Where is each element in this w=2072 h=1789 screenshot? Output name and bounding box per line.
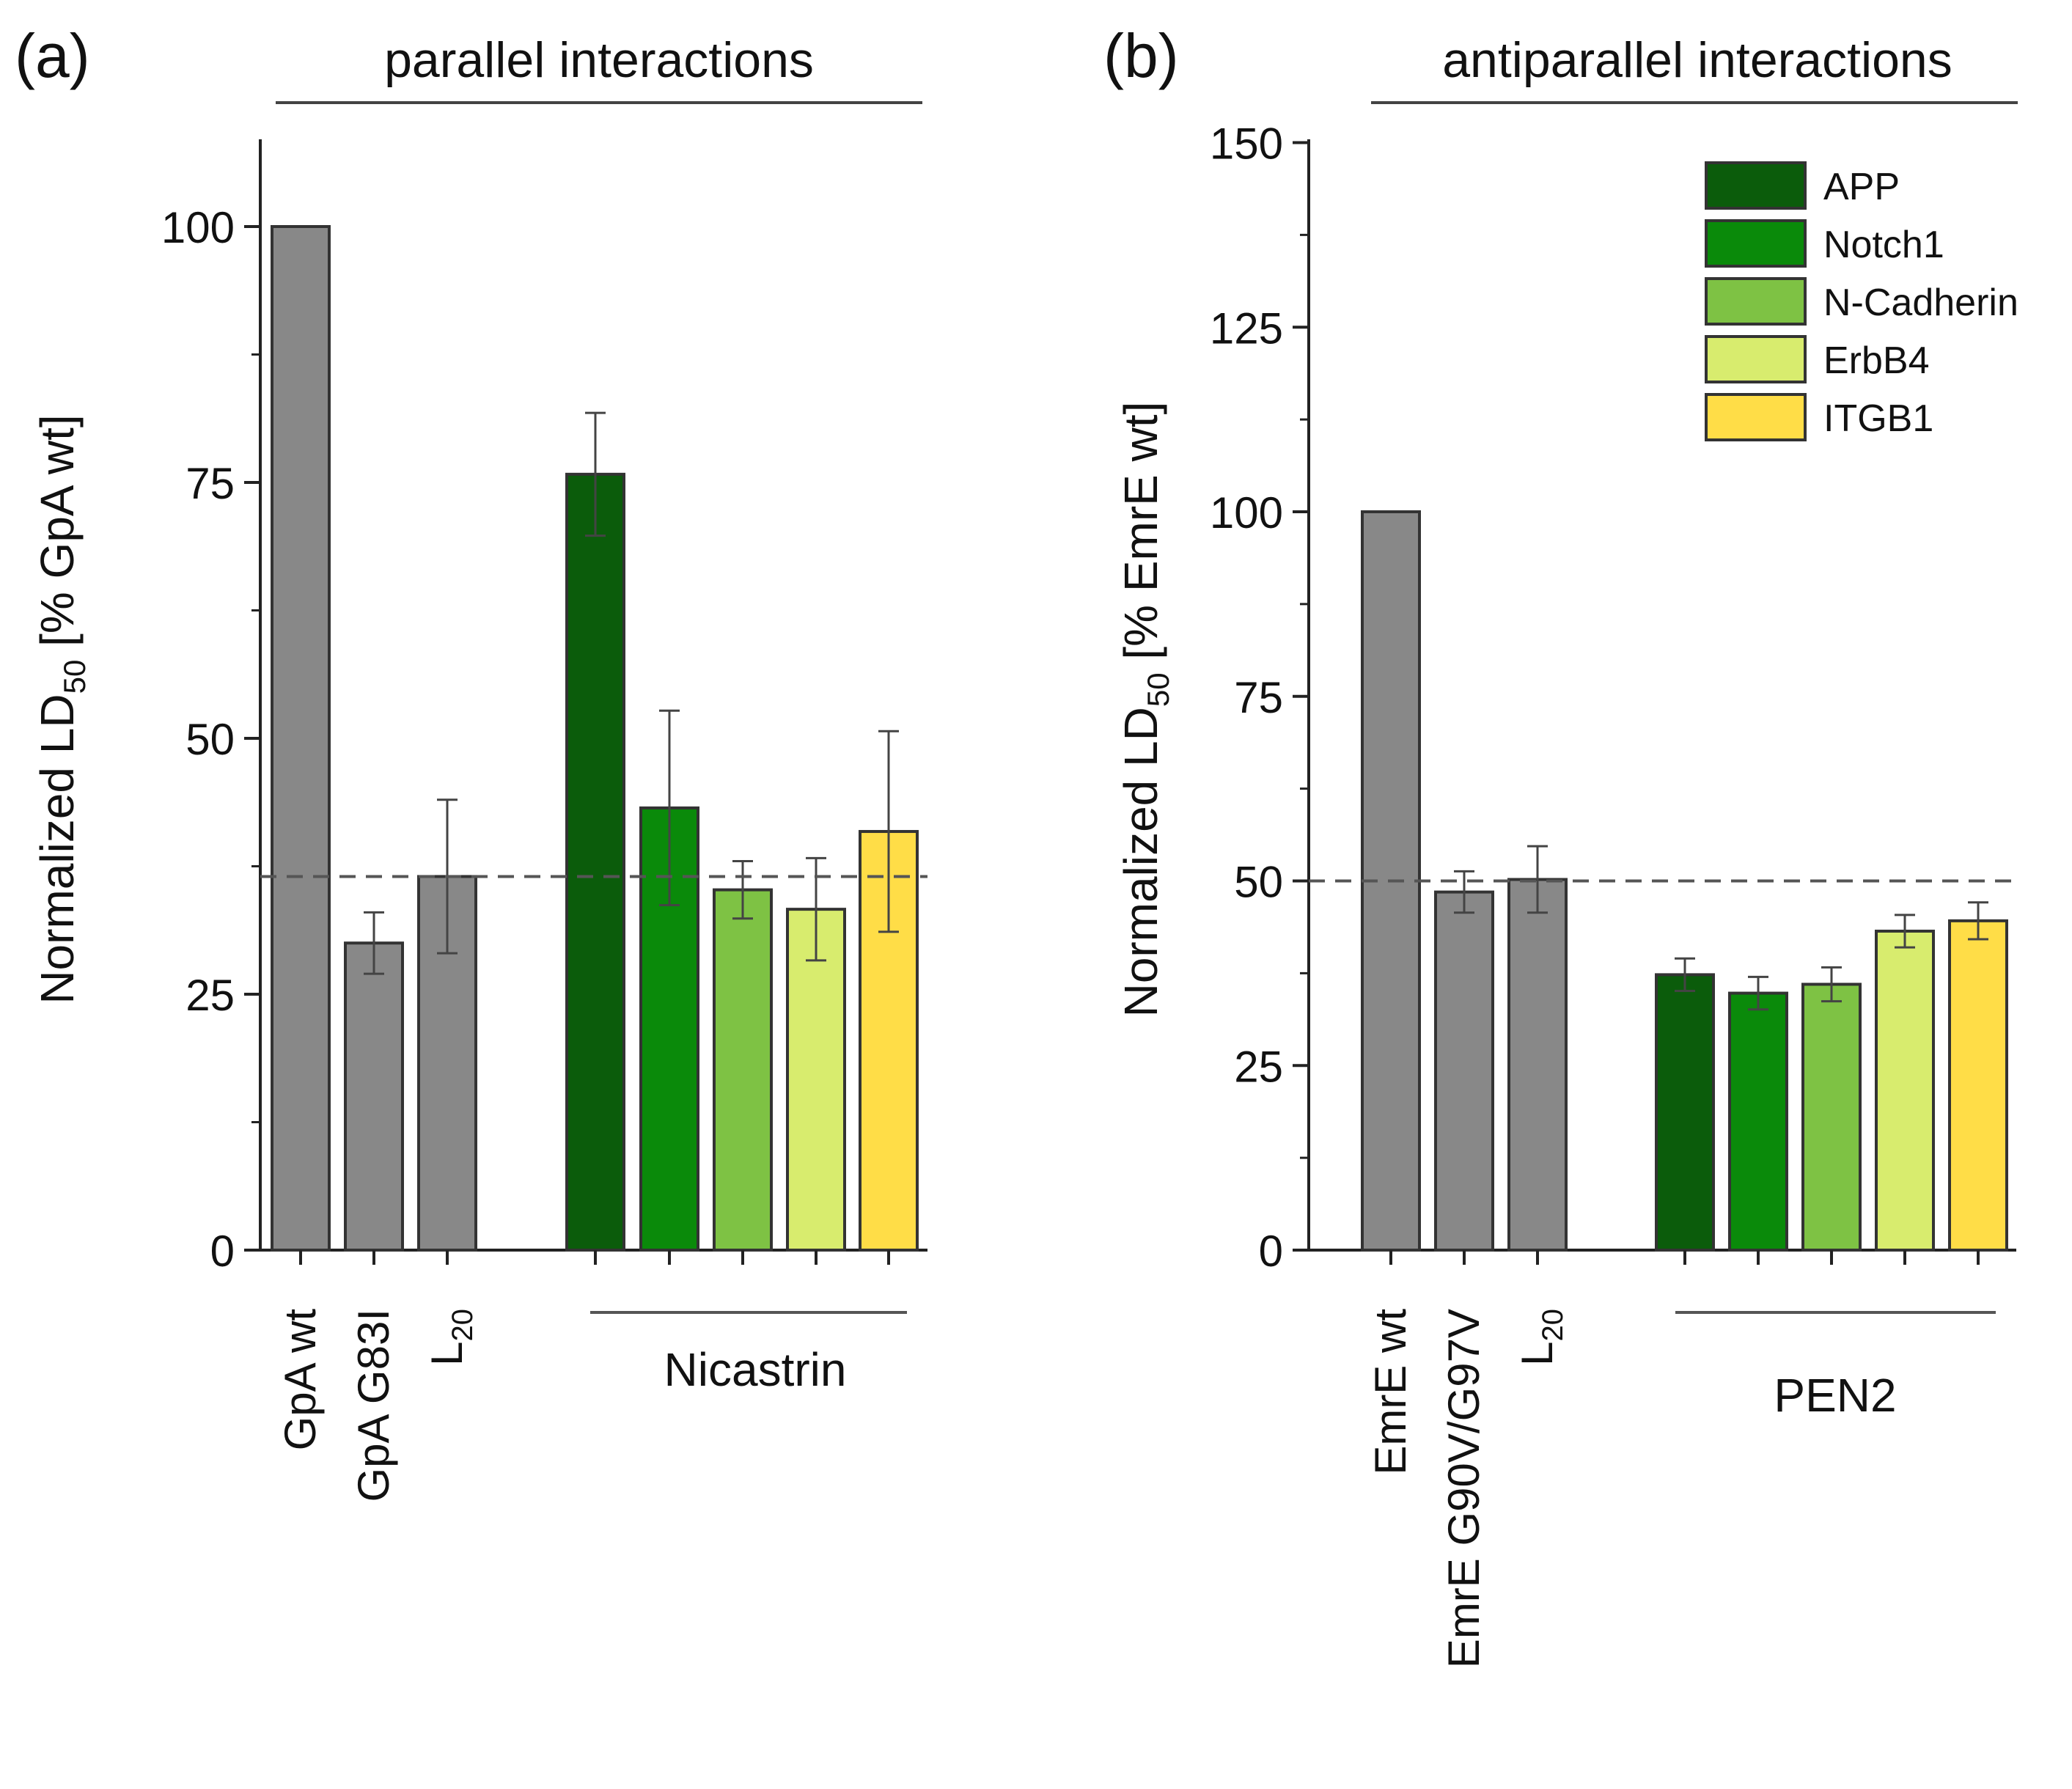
group-label-a: Nicastrin bbox=[664, 1343, 847, 1396]
bar-itgb1 bbox=[1948, 919, 2008, 1252]
legend-label: N-Cadherin bbox=[1823, 282, 2018, 324]
legend-swatch bbox=[1705, 277, 1807, 326]
bar-emre-g90v-g97v bbox=[1434, 890, 1494, 1252]
y-tick-label-a: 25 bbox=[185, 971, 235, 1020]
bar-erbb4 bbox=[1875, 929, 1935, 1252]
y-tick-label-a: 100 bbox=[161, 203, 235, 252]
legend-label: ITGB1 bbox=[1823, 397, 1933, 440]
bar-app bbox=[1655, 973, 1715, 1252]
y-axis-label-a: Normalized LD50 [% GpA wt] bbox=[31, 414, 92, 1004]
x-category-label-a: GpA wt bbox=[276, 1309, 325, 1451]
bar-app bbox=[565, 472, 625, 1252]
x-category-label-a: L20 bbox=[422, 1309, 479, 1366]
bar-l bbox=[1507, 878, 1568, 1252]
legend-swatch bbox=[1705, 161, 1807, 210]
y-tick-label-b: 50 bbox=[1234, 858, 1283, 907]
panel-a-parallel: (a) parallel interactions 0 25 50 75 100 Normal… bbox=[15, 21, 927, 1502]
y-tick-label-a: 75 bbox=[185, 459, 235, 508]
bar-n-cadherin bbox=[713, 888, 773, 1252]
x-category-label-b: EmrE wt bbox=[1366, 1309, 1415, 1475]
legend-swatch bbox=[1705, 335, 1807, 383]
y-tick-label-b: 75 bbox=[1234, 673, 1283, 722]
x-category-label-a: GpA G83I bbox=[349, 1309, 398, 1502]
group-label-b: PEN2 bbox=[1774, 1369, 1896, 1422]
y-tick-label-a: 0 bbox=[210, 1227, 235, 1276]
bar-gpa-wt bbox=[271, 225, 331, 1252]
legend: APP Notch1 N-Cadherin ErbB4 ITGB1 bbox=[1705, 161, 2018, 441]
y-tick-label-b: 100 bbox=[1210, 488, 1283, 537]
x-category-label-b: L20 bbox=[1513, 1309, 1569, 1366]
legend-label: Notch1 bbox=[1823, 224, 1944, 266]
panel-b-antiparallel: (b) antiparallel interactions 0 25 50 75 100 12… bbox=[1103, 21, 2018, 1668]
legend-swatch bbox=[1705, 219, 1807, 268]
panel-label-a: (a) bbox=[15, 21, 90, 90]
bar-gpa-g83i bbox=[344, 941, 404, 1252]
y-tick-label-b: 150 bbox=[1210, 120, 1283, 169]
panel-label-b: (b) bbox=[1103, 21, 1179, 90]
bar-notch1 bbox=[1728, 991, 1788, 1252]
y-tick-label-b: 0 bbox=[1259, 1227, 1283, 1276]
chart-title-a: parallel interactions bbox=[384, 32, 814, 88]
y-axis-label-b: Normalized LD50 [% EmrE wt] bbox=[1114, 402, 1175, 1018]
legend-label: ErbB4 bbox=[1823, 339, 1930, 382]
y-tick-label-b: 125 bbox=[1210, 304, 1283, 353]
bar-n-cadherin bbox=[1801, 982, 1862, 1252]
legend-label: APP bbox=[1823, 166, 1900, 208]
y-tick-label-a: 50 bbox=[185, 715, 235, 764]
chart-title-b: antiparallel interactions bbox=[1442, 32, 1952, 88]
y-tick-label-b: 25 bbox=[1234, 1042, 1283, 1091]
legend-swatch bbox=[1705, 393, 1807, 441]
x-category-label-b: EmrE G90V/G97V bbox=[1439, 1309, 1488, 1668]
